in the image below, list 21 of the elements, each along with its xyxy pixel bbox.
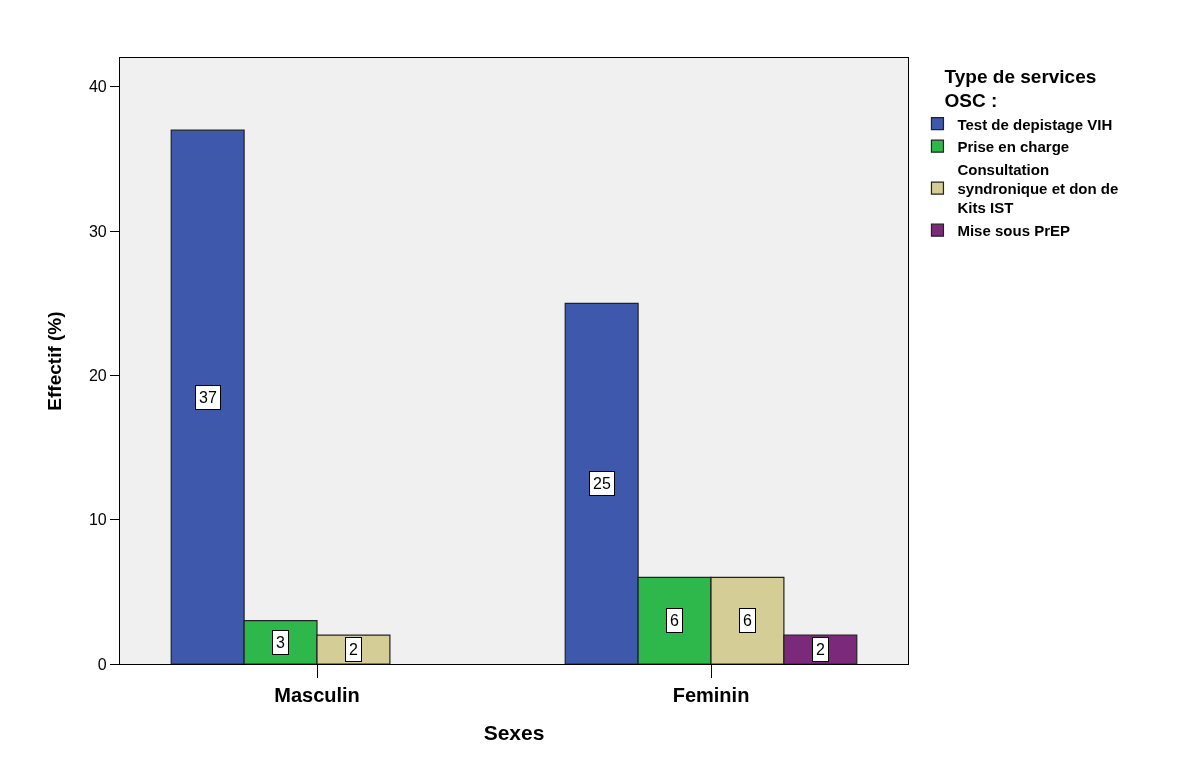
data-label: 2	[816, 641, 825, 658]
legend-label: Mise sous PrEP	[957, 222, 1070, 239]
data-label: 25	[593, 475, 611, 492]
y-tick-label: 10	[88, 511, 107, 529]
y-tick-label: 0	[97, 655, 107, 673]
y-tick-label: 30	[88, 222, 107, 240]
y-tick-label: 20	[88, 367, 107, 385]
legend-label: Prise en charge	[957, 138, 1070, 155]
data-label: 3	[276, 634, 285, 651]
data-label: 6	[670, 612, 679, 629]
data-label: 6	[743, 612, 752, 629]
x-tick-label: Feminin	[672, 684, 750, 707]
x-axis-title: Sexes	[483, 721, 545, 745]
legend-label: Test de depistage VIH	[957, 115, 1113, 133]
legend-title: Type de services OSC :	[944, 65, 1097, 112]
data-label: 37	[199, 389, 217, 406]
y-axis-title: Effectif (%)	[43, 311, 65, 411]
legend-label: Consultation syndronique et don de Kits IST	[957, 160, 1119, 217]
x-tick-label: Masculin	[274, 684, 360, 707]
data-label: 2	[349, 641, 358, 658]
y-tick-label: 40	[88, 78, 107, 96]
